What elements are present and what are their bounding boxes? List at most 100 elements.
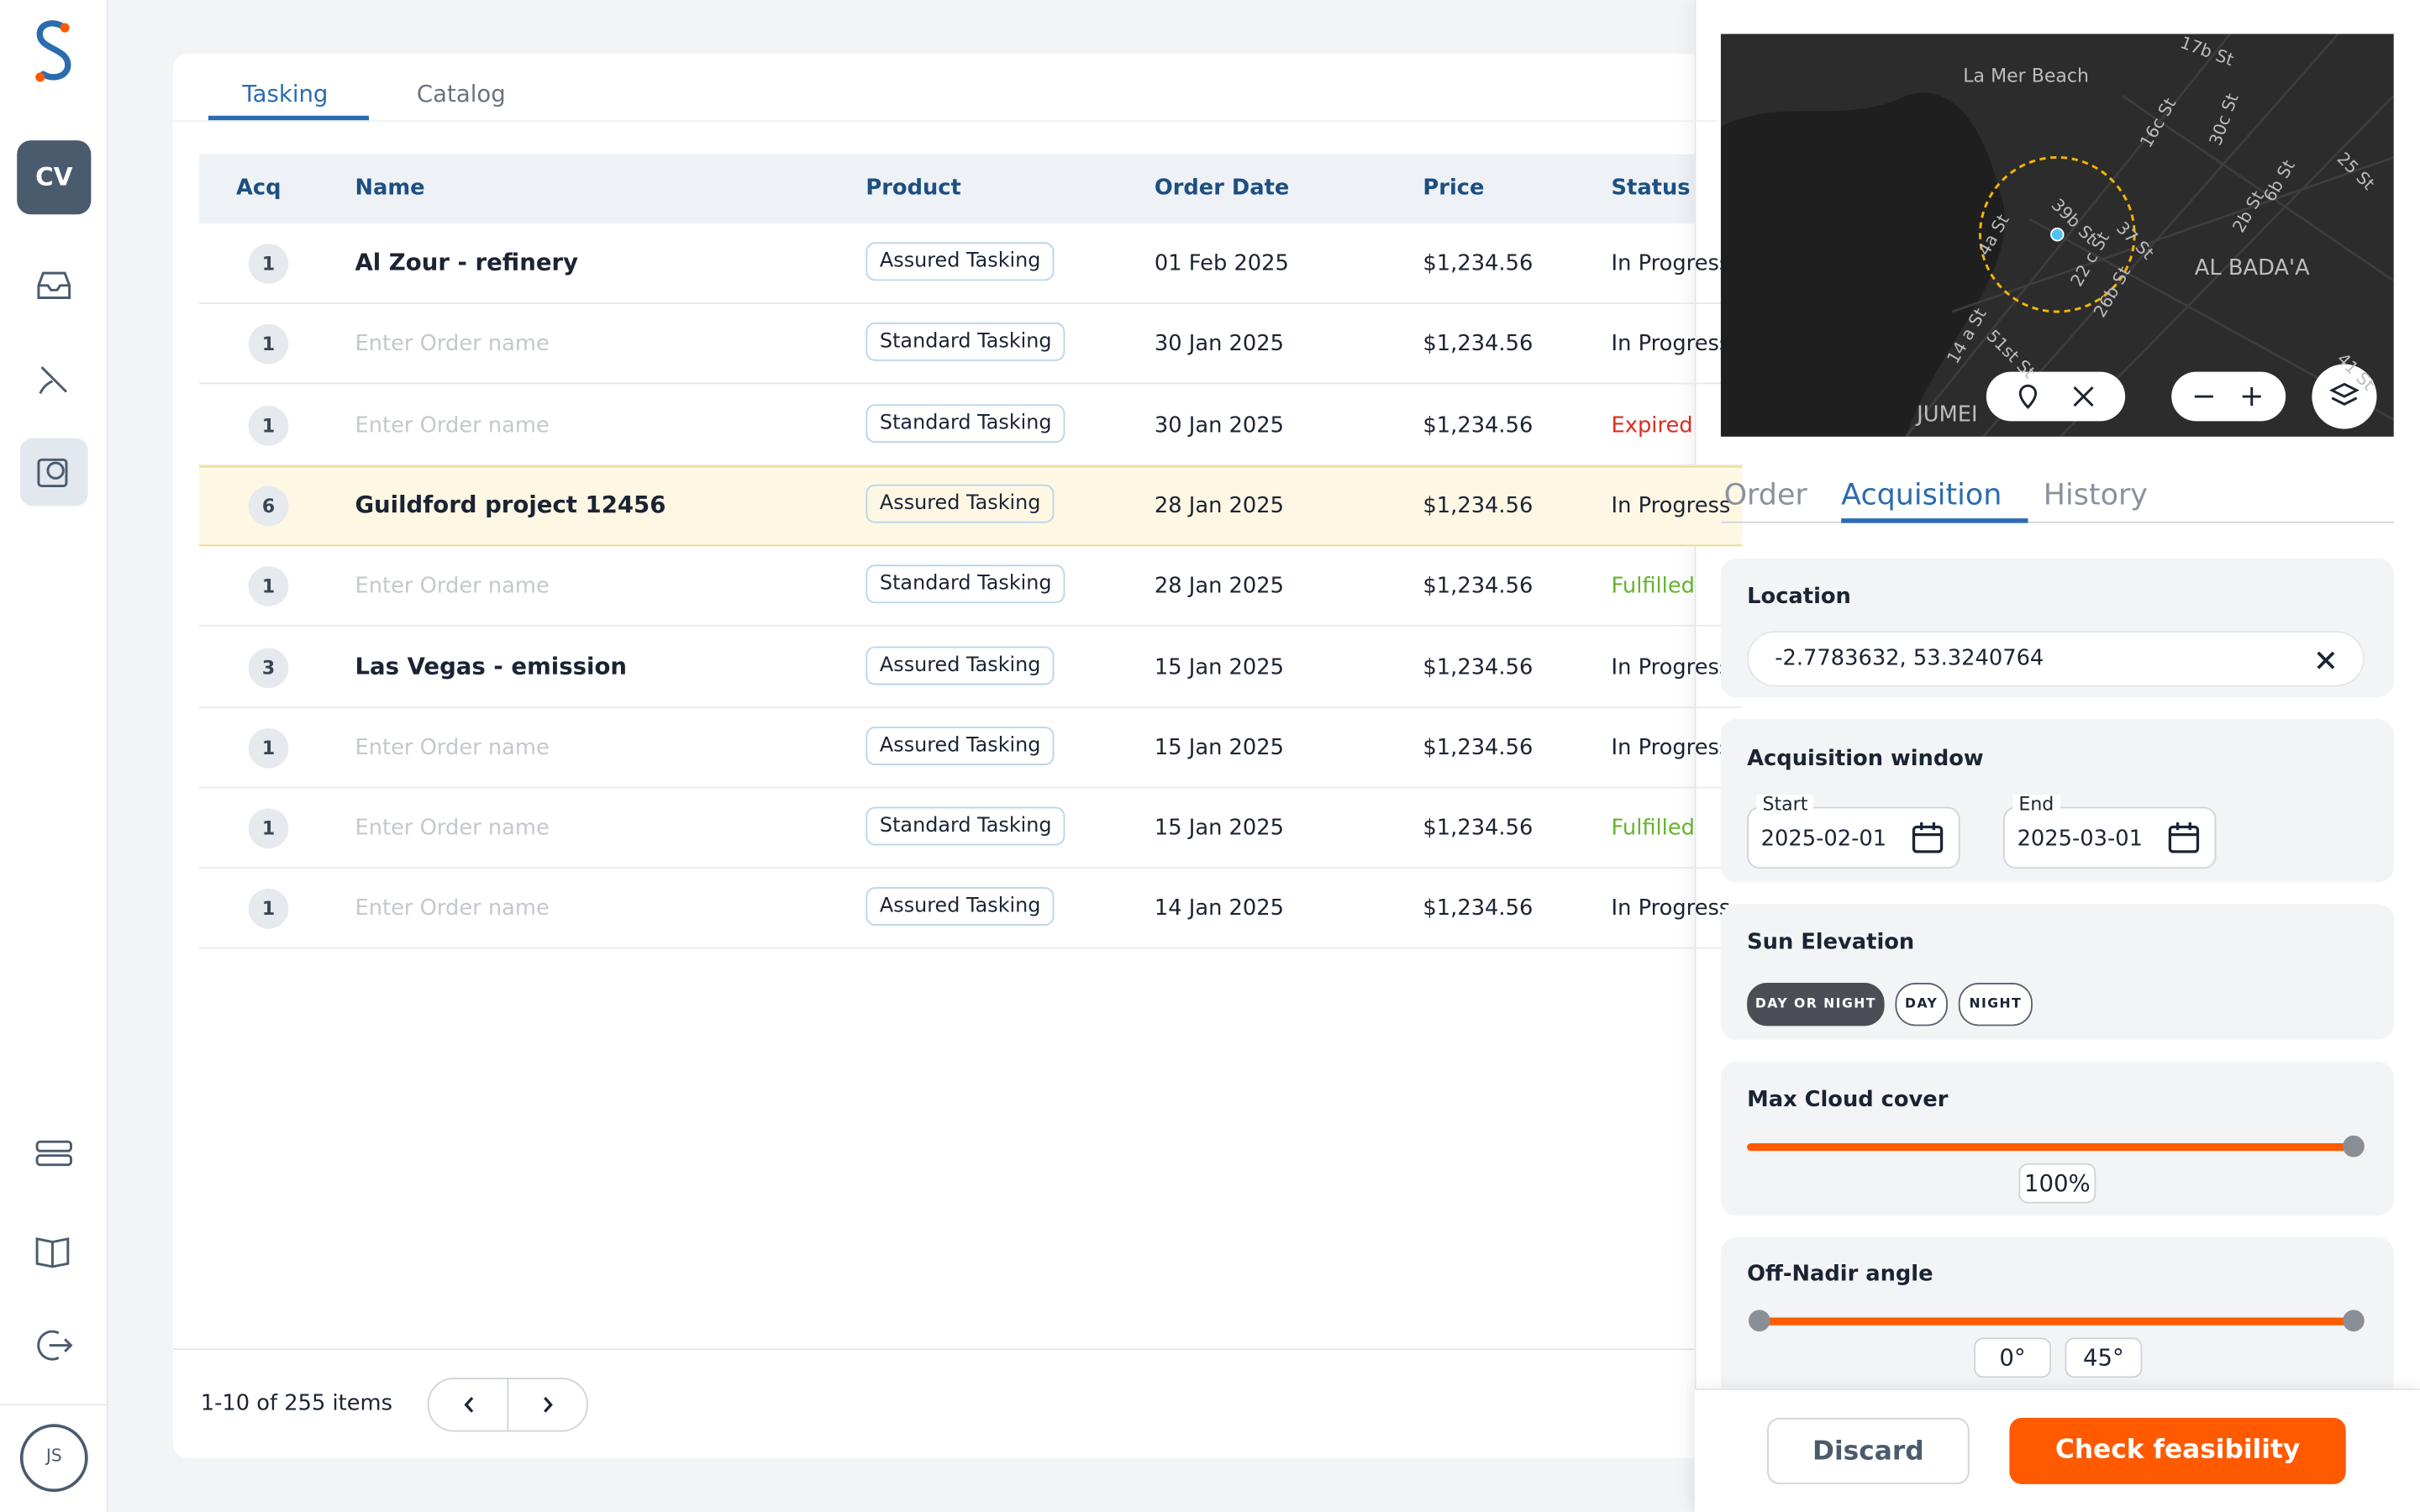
panel-tab[interactable]: Order xyxy=(1723,478,1807,512)
status: In Progress xyxy=(1611,493,1731,518)
sidebar-divider xyxy=(0,1404,107,1406)
status: Fulfilled xyxy=(1611,574,1695,599)
pager[interactable] xyxy=(427,1378,588,1432)
logout-icon[interactable] xyxy=(34,1326,74,1366)
product-chip: Assured Tasking xyxy=(865,484,1055,523)
main-card xyxy=(172,54,1871,1458)
acq-badge xyxy=(248,324,289,365)
order-name-placeholder: Enter Order name xyxy=(355,332,550,357)
date-input[interactable] xyxy=(2003,806,2217,869)
status: In Progress xyxy=(1611,654,1731,680)
acq-badge xyxy=(248,566,289,607)
satellite-icon[interactable] xyxy=(34,360,74,400)
docs-icon[interactable] xyxy=(34,1231,74,1272)
orders-nav[interactable] xyxy=(19,438,88,507)
main-tab[interactable]: Catalog xyxy=(416,80,506,108)
sidebar xyxy=(0,0,108,1512)
product-chip: Assured Tasking xyxy=(865,887,1055,927)
price: $1,234.56 xyxy=(1423,332,1534,357)
sun-option[interactable]: DAY xyxy=(1895,982,1948,1026)
order-date: 28 Jan 2025 xyxy=(1154,574,1285,599)
date-field-label: End xyxy=(2012,794,2060,813)
order-date: 30 Jan 2025 xyxy=(1154,332,1285,357)
sun-option[interactable]: DAY OR NIGHT xyxy=(1747,982,1885,1026)
date-input[interactable] xyxy=(1747,806,1960,869)
order-name-placeholder: Enter Order name xyxy=(355,896,550,922)
slider-track xyxy=(1747,1142,2354,1152)
field-label: Sun Elevation xyxy=(1747,930,1915,955)
order-name-placeholder: Enter Order name xyxy=(355,574,550,599)
map-label: AL BADA'A xyxy=(2194,255,2310,281)
clear-icon[interactable] xyxy=(2315,648,2337,677)
user-avatar[interactable] xyxy=(19,1424,88,1493)
slider-thumb[interactable] xyxy=(2343,1310,2365,1332)
order-date: 01 Feb 2025 xyxy=(1154,251,1289,276)
inbox-icon[interactable] xyxy=(34,265,74,306)
slider-thumb[interactable] xyxy=(2343,1135,2365,1158)
panel-tab[interactable]: Acquisition xyxy=(1841,478,2002,512)
order-name: Las Vegas - emission xyxy=(355,652,628,680)
order-date: 28 Jan 2025 xyxy=(1154,493,1285,518)
field-label: Acquisition window xyxy=(1747,746,1984,772)
acq-count: 1 xyxy=(261,737,276,759)
price: $1,234.56 xyxy=(1423,493,1534,518)
product-chip: Standard Tasking xyxy=(865,806,1066,846)
acq-count: 1 xyxy=(261,333,276,355)
acq-badge xyxy=(248,727,289,769)
status: In Progress xyxy=(1611,896,1731,922)
acq-count: 1 xyxy=(261,575,276,598)
field-label: Location xyxy=(1747,585,1851,610)
order-date: 15 Jan 2025 xyxy=(1154,654,1285,680)
orders-icon xyxy=(37,458,68,488)
check-feasibility-button[interactable]: Check feasibility xyxy=(2009,1417,2346,1484)
row-divider xyxy=(198,786,1743,789)
logo xyxy=(35,20,71,82)
slider-value-label: 100% xyxy=(2018,1163,2096,1204)
row-divider xyxy=(198,302,1743,304)
column-header: Product xyxy=(865,176,961,201)
acq-badge xyxy=(248,486,289,527)
field-label: Max Cloud cover xyxy=(1747,1087,1949,1113)
row-highlight xyxy=(198,465,1743,546)
order-date: 14 Jan 2025 xyxy=(1154,896,1285,922)
map: La Mer Beach AL BADA'A JUMEI 39b St 37 St 16c… xyxy=(1720,34,2394,437)
location-input xyxy=(1747,631,2365,687)
main-tab[interactable]: Tasking xyxy=(242,80,329,108)
order-name: Guildford project 12456 xyxy=(355,490,666,518)
column-header: Name xyxy=(355,176,425,201)
row-divider xyxy=(198,706,1743,708)
panel-tab-underline xyxy=(1841,518,2028,523)
row-divider xyxy=(198,383,1743,385)
field-label: Off-Nadir angle xyxy=(1747,1262,1933,1287)
date-value: 2025-03-01 xyxy=(2017,827,2144,852)
product-chip: Assured Tasking xyxy=(865,242,1055,281)
workspace-badge[interactable] xyxy=(17,140,92,215)
workspace-initials: CV xyxy=(35,161,73,192)
price: $1,234.56 xyxy=(1423,816,1534,842)
tab-underline xyxy=(208,115,369,121)
acq-count: 3 xyxy=(261,656,276,679)
pagination-summary: 1-10 of 255 items xyxy=(200,1391,393,1417)
sun-option[interactable]: NIGHT xyxy=(1958,982,2033,1026)
slider-thumb[interactable] xyxy=(1748,1310,1770,1332)
product-chip: Standard Tasking xyxy=(865,323,1066,362)
order-name-placeholder: Enter Order name xyxy=(355,816,550,842)
map-label: La Mer Beach xyxy=(1963,65,2090,87)
calendar-icon xyxy=(1911,821,1944,861)
tasks-icon[interactable] xyxy=(34,1137,74,1178)
acq-count: 6 xyxy=(261,495,276,517)
order-date: 30 Jan 2025 xyxy=(1154,412,1285,438)
row-divider xyxy=(198,464,1743,465)
status: In Progress xyxy=(1611,735,1731,761)
order-name-placeholder: Enter Order name xyxy=(355,735,550,761)
acq-badge xyxy=(248,808,289,849)
price: $1,234.56 xyxy=(1423,896,1534,922)
slider-value-label: 45° xyxy=(2065,1337,2143,1378)
price: $1,234.56 xyxy=(1423,412,1534,438)
map-label: JUMEI xyxy=(1917,402,1978,428)
product-chip: Standard Tasking xyxy=(865,403,1066,443)
price: $1,234.56 xyxy=(1423,735,1534,761)
discard-button[interactable]: Discard xyxy=(1767,1417,1970,1484)
panel-tab[interactable]: History xyxy=(2043,478,2148,512)
order-name-placeholder: Enter Order name xyxy=(355,412,550,438)
